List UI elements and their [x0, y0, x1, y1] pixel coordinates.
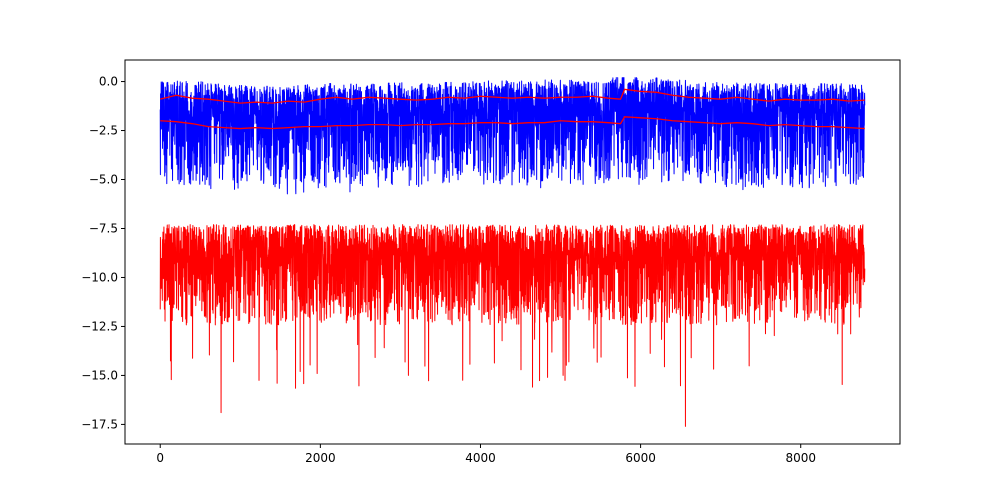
y-tick-label: −15.0	[81, 368, 118, 382]
y-tick-label: 0.0	[99, 75, 118, 89]
y-tick-label: −5.0	[89, 173, 118, 187]
y-tick-label: −7.5	[89, 221, 118, 235]
y-tick-label: −17.5	[81, 417, 118, 431]
x-tick-label: 2000	[305, 451, 336, 465]
series-1-line	[159, 224, 866, 427]
x-tick-label: 6000	[625, 451, 656, 465]
y-tick-label: −2.5	[89, 124, 118, 138]
plot-frame	[124, 59, 901, 445]
series-layer	[159, 77, 866, 427]
series-3-line	[160, 116, 865, 130]
x-axis: 0 2000 4000 6000 8000	[156, 444, 816, 465]
series-2-line	[160, 88, 865, 104]
x-tick-label: 0	[156, 451, 164, 465]
series-0-line	[159, 77, 866, 195]
x-tick-label: 4000	[465, 451, 496, 465]
x-tick-label: 8000	[785, 451, 816, 465]
y-axis: 0.0 −2.5 −5.0 −7.5 −10.0 −12.5 −15.0 −17.5	[81, 75, 125, 431]
y-tick-label: −10.0	[81, 270, 118, 284]
y-tick-label: −12.5	[81, 319, 118, 333]
